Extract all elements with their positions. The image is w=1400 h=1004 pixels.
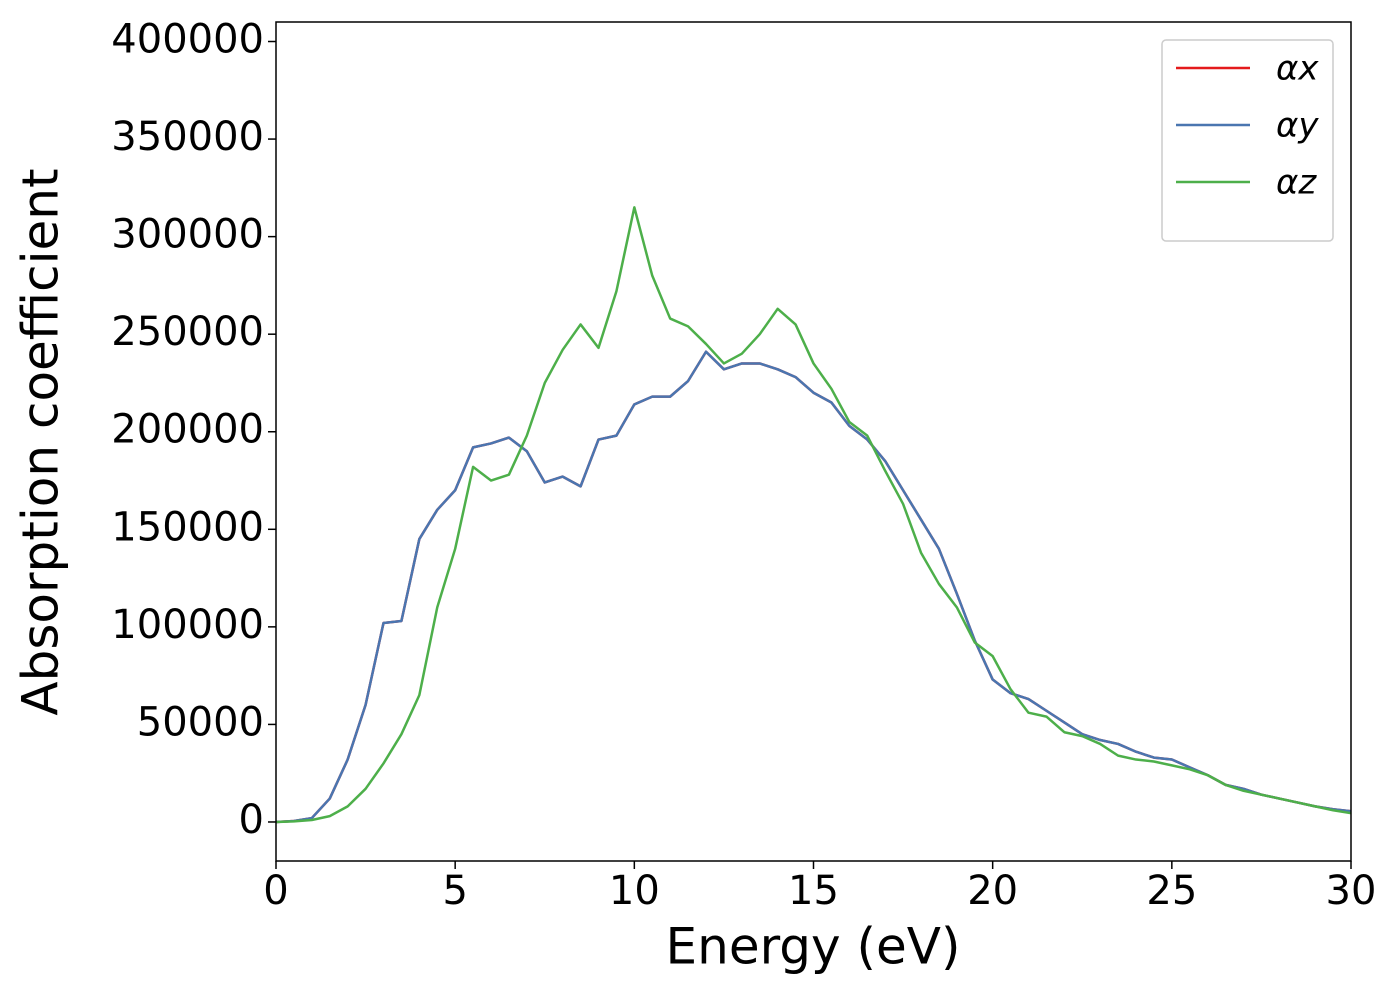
- legend-label: αx: [1276, 49, 1319, 89]
- y-tick-label: 150000: [111, 504, 264, 550]
- x-tick-label: 10: [609, 868, 660, 914]
- x-tick-label: 30: [1326, 868, 1377, 914]
- y-tick-label: 0: [239, 797, 264, 843]
- y-tick-label: 400000: [111, 17, 264, 63]
- y-tick-label: 100000: [111, 602, 264, 648]
- legend-label: αz: [1276, 163, 1317, 203]
- x-tick-label: 25: [1146, 868, 1197, 914]
- series-line: [275, 350, 1352, 824]
- y-tick-label: 200000: [111, 407, 264, 453]
- y-tick-label: 300000: [111, 212, 264, 258]
- x-tick-label: 15: [788, 868, 839, 914]
- y-axis-label: Absorption coefficient: [12, 168, 70, 715]
- y-tick-label: 350000: [111, 114, 264, 160]
- series-line: [275, 206, 1352, 824]
- x-tick-label: 5: [442, 868, 467, 914]
- x-axis-label: Energy (eV): [666, 918, 961, 976]
- y-tick-label: 250000: [111, 309, 264, 355]
- series-line: [275, 350, 1352, 824]
- legend-label: αy: [1276, 106, 1319, 146]
- y-tick-label: 50000: [137, 699, 264, 745]
- x-tick-label: 0: [263, 868, 288, 914]
- legend-box: [1161, 39, 1334, 242]
- plot-frame: [275, 21, 1352, 862]
- x-tick-label: 20: [967, 868, 1018, 914]
